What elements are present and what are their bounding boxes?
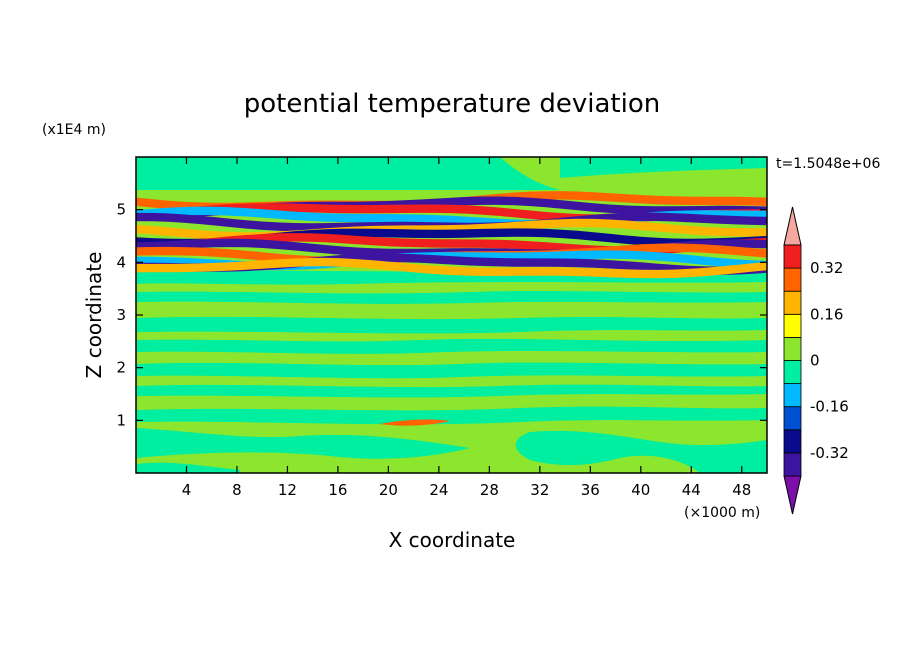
- x-axis: 4 8 12 16 20 24 28 32 36 40 44 48: [182, 157, 751, 499]
- y-axis: 1 2 3 4 5: [116, 201, 767, 429]
- colorbar-tick-label: -0.32: [810, 444, 849, 462]
- field-negative-regions: [136, 157, 767, 473]
- y-tick-label: 1: [116, 411, 126, 429]
- colorbar-swatch: [783, 336, 802, 361]
- x-tick-label: 32: [530, 481, 549, 499]
- colorbar-min-triangle: [783, 475, 802, 515]
- y-tick-label: 4: [116, 253, 126, 271]
- x-tick-label: 44: [682, 481, 701, 499]
- plot-area: [136, 157, 767, 473]
- colorbar-swatch: [783, 313, 802, 338]
- x-tick-label: 40: [631, 481, 650, 499]
- field-warm-patch: [380, 419, 450, 426]
- x-tick-label: 20: [379, 481, 398, 499]
- field-band: [136, 196, 767, 218]
- colorbar-tick-label: 0: [810, 352, 820, 370]
- colorbar-swatch: [783, 267, 802, 292]
- field-band: [136, 212, 767, 232]
- x-tick-label: 36: [581, 481, 600, 499]
- y-axis-title: Z coordinate: [82, 252, 106, 379]
- chart-title: potential temperature deviation: [244, 89, 660, 119]
- x-tick-label: 28: [480, 481, 499, 499]
- colorbar-swatch: [783, 383, 802, 408]
- x-axis-title: X coordinate: [389, 528, 516, 552]
- field-bands: [136, 191, 767, 279]
- colorbar-swatch: [783, 452, 802, 477]
- colorbar: -0.32 -0.16 0 0.16 0.32: [783, 206, 849, 515]
- field-band: [136, 257, 767, 279]
- colorbar-max-triangle: [783, 206, 802, 246]
- y-units-label: (x1E4 m): [42, 122, 106, 138]
- colorbar-swatch: [783, 360, 802, 385]
- colorbar-swatch: [783, 244, 802, 269]
- x-tick-label: 12: [278, 481, 297, 499]
- y-tick-label: 5: [116, 201, 126, 219]
- x-tick-label: 16: [328, 481, 347, 499]
- x-tick-label: 48: [732, 481, 751, 499]
- field-band: [136, 253, 767, 275]
- x-tick-label: 8: [232, 481, 242, 499]
- x-tick-label: 24: [429, 481, 448, 499]
- y-tick-label: 2: [116, 359, 126, 377]
- colorbar-swatch: [783, 290, 802, 315]
- colorbar-tick-label: 0.32: [810, 259, 843, 277]
- colorbar-tick-label: -0.16: [810, 398, 849, 416]
- colorbar-swatch: [783, 429, 802, 454]
- colorbar-tick-label: 0.16: [810, 305, 843, 323]
- colorbar-swatch: [783, 406, 802, 431]
- y-tick-label: 3: [116, 306, 126, 324]
- time-label: t=1.5048e+06: [776, 156, 880, 172]
- x-tick-label: 4: [182, 481, 192, 499]
- x-units-label: (×1000 m): [684, 505, 760, 521]
